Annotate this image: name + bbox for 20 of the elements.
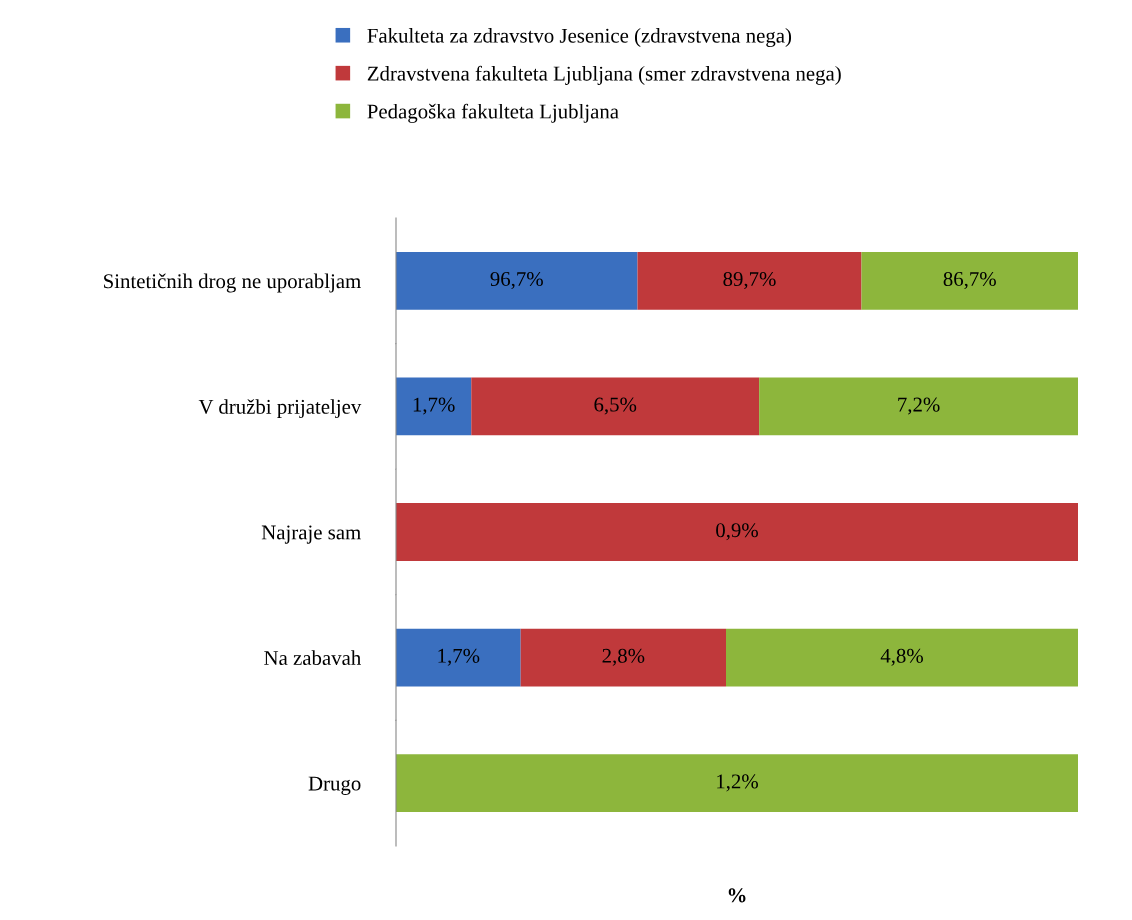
- data-label: 1,7%: [438, 648, 480, 666]
- data-label: 6,5%: [594, 397, 637, 415]
- legend-label: Fakulteta za zdravstvo Jesenice (zdravstvena nega): [367, 28, 792, 48]
- y-tick-label: V družbi prijateljev: [198, 399, 362, 419]
- data-label: 89,7%: [723, 271, 776, 290]
- y-tick-label: Drugo: [308, 776, 361, 795]
- y-tick-label: Sintetičnih drog ne uporabljam: [104, 273, 361, 293]
- data-label: 4,8%: [880, 648, 923, 666]
- data-label: 1,2%: [717, 774, 758, 792]
- y-tick-label: Najraje sam: [261, 525, 361, 544]
- data-label: 7,2%: [898, 397, 940, 415]
- y-tick-label: Na zabavah: [264, 650, 361, 666]
- legend-label: Zdravstvena fakulteta Ljubljana (smer zdravstvena nega): [367, 65, 841, 85]
- data-label: 86,7%: [943, 271, 996, 290]
- data-label: 1,7%: [413, 397, 455, 415]
- legend-label: Pedagoška fakulteta Ljubljana: [367, 103, 619, 123]
- data-label: 96,7%: [490, 271, 543, 290]
- data-label: 0,9%: [716, 523, 758, 541]
- x-axis-title: %: [728, 888, 746, 903]
- data-label: 2,8%: [602, 648, 645, 666]
